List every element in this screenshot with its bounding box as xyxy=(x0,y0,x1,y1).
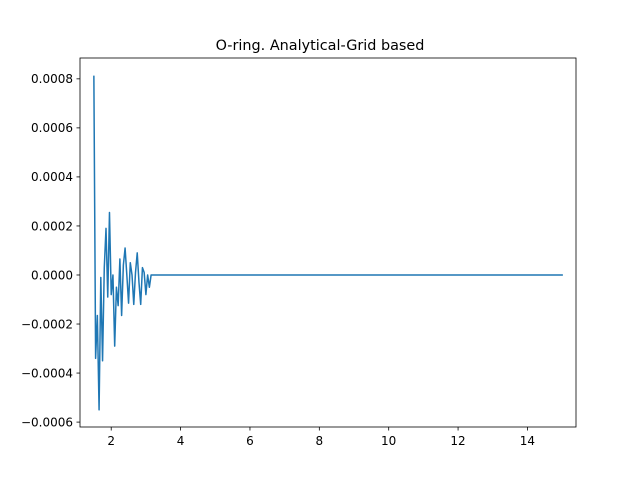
x-axis: 2 4 6 8 10 12 14 xyxy=(107,427,535,448)
series-layer xyxy=(93,75,563,411)
y-tick-label: 0.0004 xyxy=(31,170,73,184)
y-tick-label: 0.0008 xyxy=(31,72,73,86)
x-tick-label: 10 xyxy=(381,434,396,448)
x-tick-label: 4 xyxy=(177,434,185,448)
x-tick-label: 14 xyxy=(520,434,535,448)
series-line xyxy=(93,75,563,411)
y-tick-label: 0.0000 xyxy=(31,268,73,282)
y-tick-label: −0.0004 xyxy=(21,366,73,380)
x-tick-label: 8 xyxy=(316,434,324,448)
y-tick-label: −0.0006 xyxy=(21,415,73,429)
axes-frame xyxy=(79,57,577,428)
y-tick-label: 0.0002 xyxy=(31,219,73,233)
y-axis: −0.0006 −0.0004 −0.0002 0.0000 0.0002 0.0004 0… xyxy=(21,72,80,429)
x-tick-label: 2 xyxy=(107,434,115,448)
chart-title: O-ring. Analytical-Grid based xyxy=(216,38,425,54)
x-tick-label: 6 xyxy=(246,434,254,448)
y-tick-label: −0.0002 xyxy=(21,317,73,331)
y-tick-label: 0.0006 xyxy=(31,121,73,135)
x-tick-label: 12 xyxy=(450,434,465,448)
